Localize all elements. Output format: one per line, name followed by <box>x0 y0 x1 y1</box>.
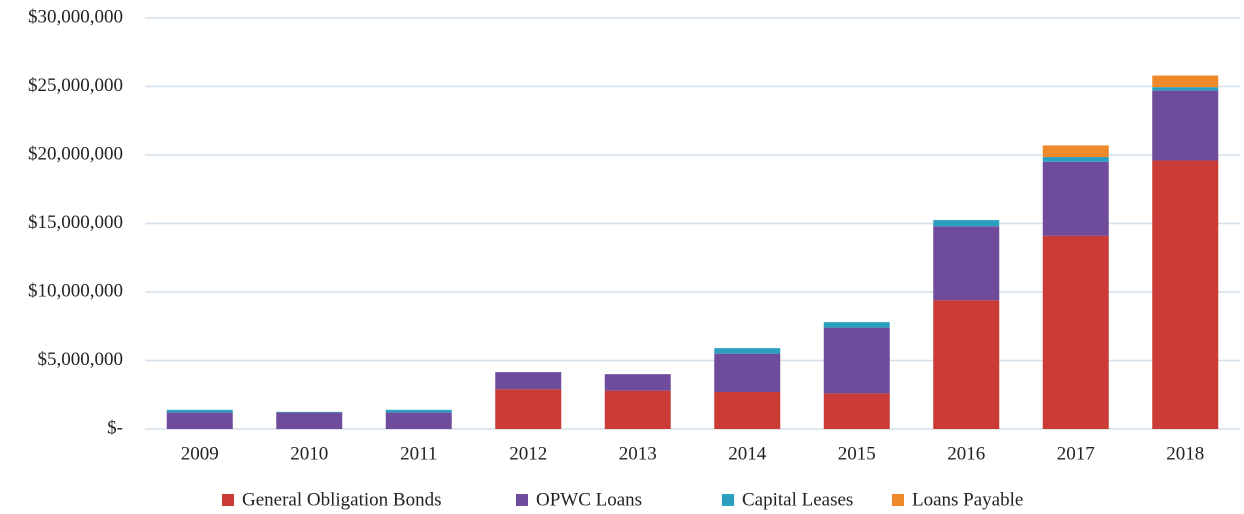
bar-segment <box>823 327 890 394</box>
bar-segment <box>385 409 452 413</box>
legend-swatch <box>516 494 528 506</box>
bar-segment <box>1152 87 1219 91</box>
y-tick-label: $5,000,000 <box>38 349 124 370</box>
bar-segment <box>1152 90 1219 161</box>
bar-segment <box>604 390 671 429</box>
y-tick-label: $15,000,000 <box>28 212 123 233</box>
bar-segment <box>276 411 343 413</box>
bar-segment <box>1042 161 1109 236</box>
legend-label: OPWC Loans <box>536 489 642 510</box>
x-tick-label: 2013 <box>619 443 657 464</box>
x-tick-label: 2009 <box>181 443 219 464</box>
bar-segment <box>823 322 890 328</box>
bar-segment <box>166 409 233 413</box>
bar-segment <box>385 412 452 429</box>
x-tick-label: 2018 <box>1166 443 1204 464</box>
y-tick-label: $10,000,000 <box>28 280 123 301</box>
bar-segment <box>495 389 562 429</box>
bar-segment <box>604 374 671 391</box>
bar-segment <box>714 348 781 354</box>
x-tick-label: 2015 <box>838 443 876 464</box>
x-tick-label: 2011 <box>400 443 437 464</box>
bar-segment <box>933 300 1000 429</box>
bar-segment <box>714 392 781 429</box>
x-tick-label: 2012 <box>509 443 547 464</box>
legend-swatch <box>222 494 234 506</box>
bar-segment <box>276 412 343 429</box>
x-tick-label: 2014 <box>728 443 767 464</box>
bar-segment <box>933 220 1000 227</box>
x-tick-label: 2016 <box>947 443 985 464</box>
y-tick-label: $30,000,000 <box>28 6 123 27</box>
bar-segment <box>1042 235 1109 429</box>
bar-segment <box>1042 157 1109 162</box>
bar-segment <box>933 226 1000 301</box>
bar-segment <box>714 353 781 393</box>
legend-swatch <box>892 494 904 506</box>
legend-swatch <box>722 494 734 506</box>
y-tick-label: $25,000,000 <box>28 75 123 96</box>
bar-segment <box>166 412 233 429</box>
bar-segment <box>1152 75 1219 88</box>
legend-label: Capital Leases <box>742 489 853 510</box>
x-tick-label: 2017 <box>1057 443 1095 464</box>
legend-label: General Obligation Bonds <box>242 489 441 510</box>
legend-label: Loans Payable <box>912 489 1023 510</box>
x-tick-label: 2010 <box>290 443 328 464</box>
y-tick-label: $- <box>107 417 123 438</box>
bar-segment <box>1152 160 1219 430</box>
bar-segment <box>495 372 562 390</box>
bar-segment <box>823 393 890 429</box>
y-tick-label: $20,000,000 <box>28 143 123 164</box>
bar-segment <box>1042 145 1109 158</box>
